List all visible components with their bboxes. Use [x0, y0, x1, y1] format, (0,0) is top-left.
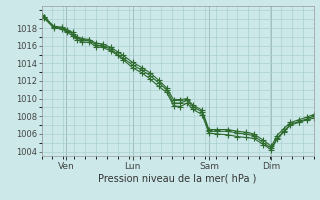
X-axis label: Pression niveau de la mer( hPa ): Pression niveau de la mer( hPa )	[99, 173, 257, 183]
